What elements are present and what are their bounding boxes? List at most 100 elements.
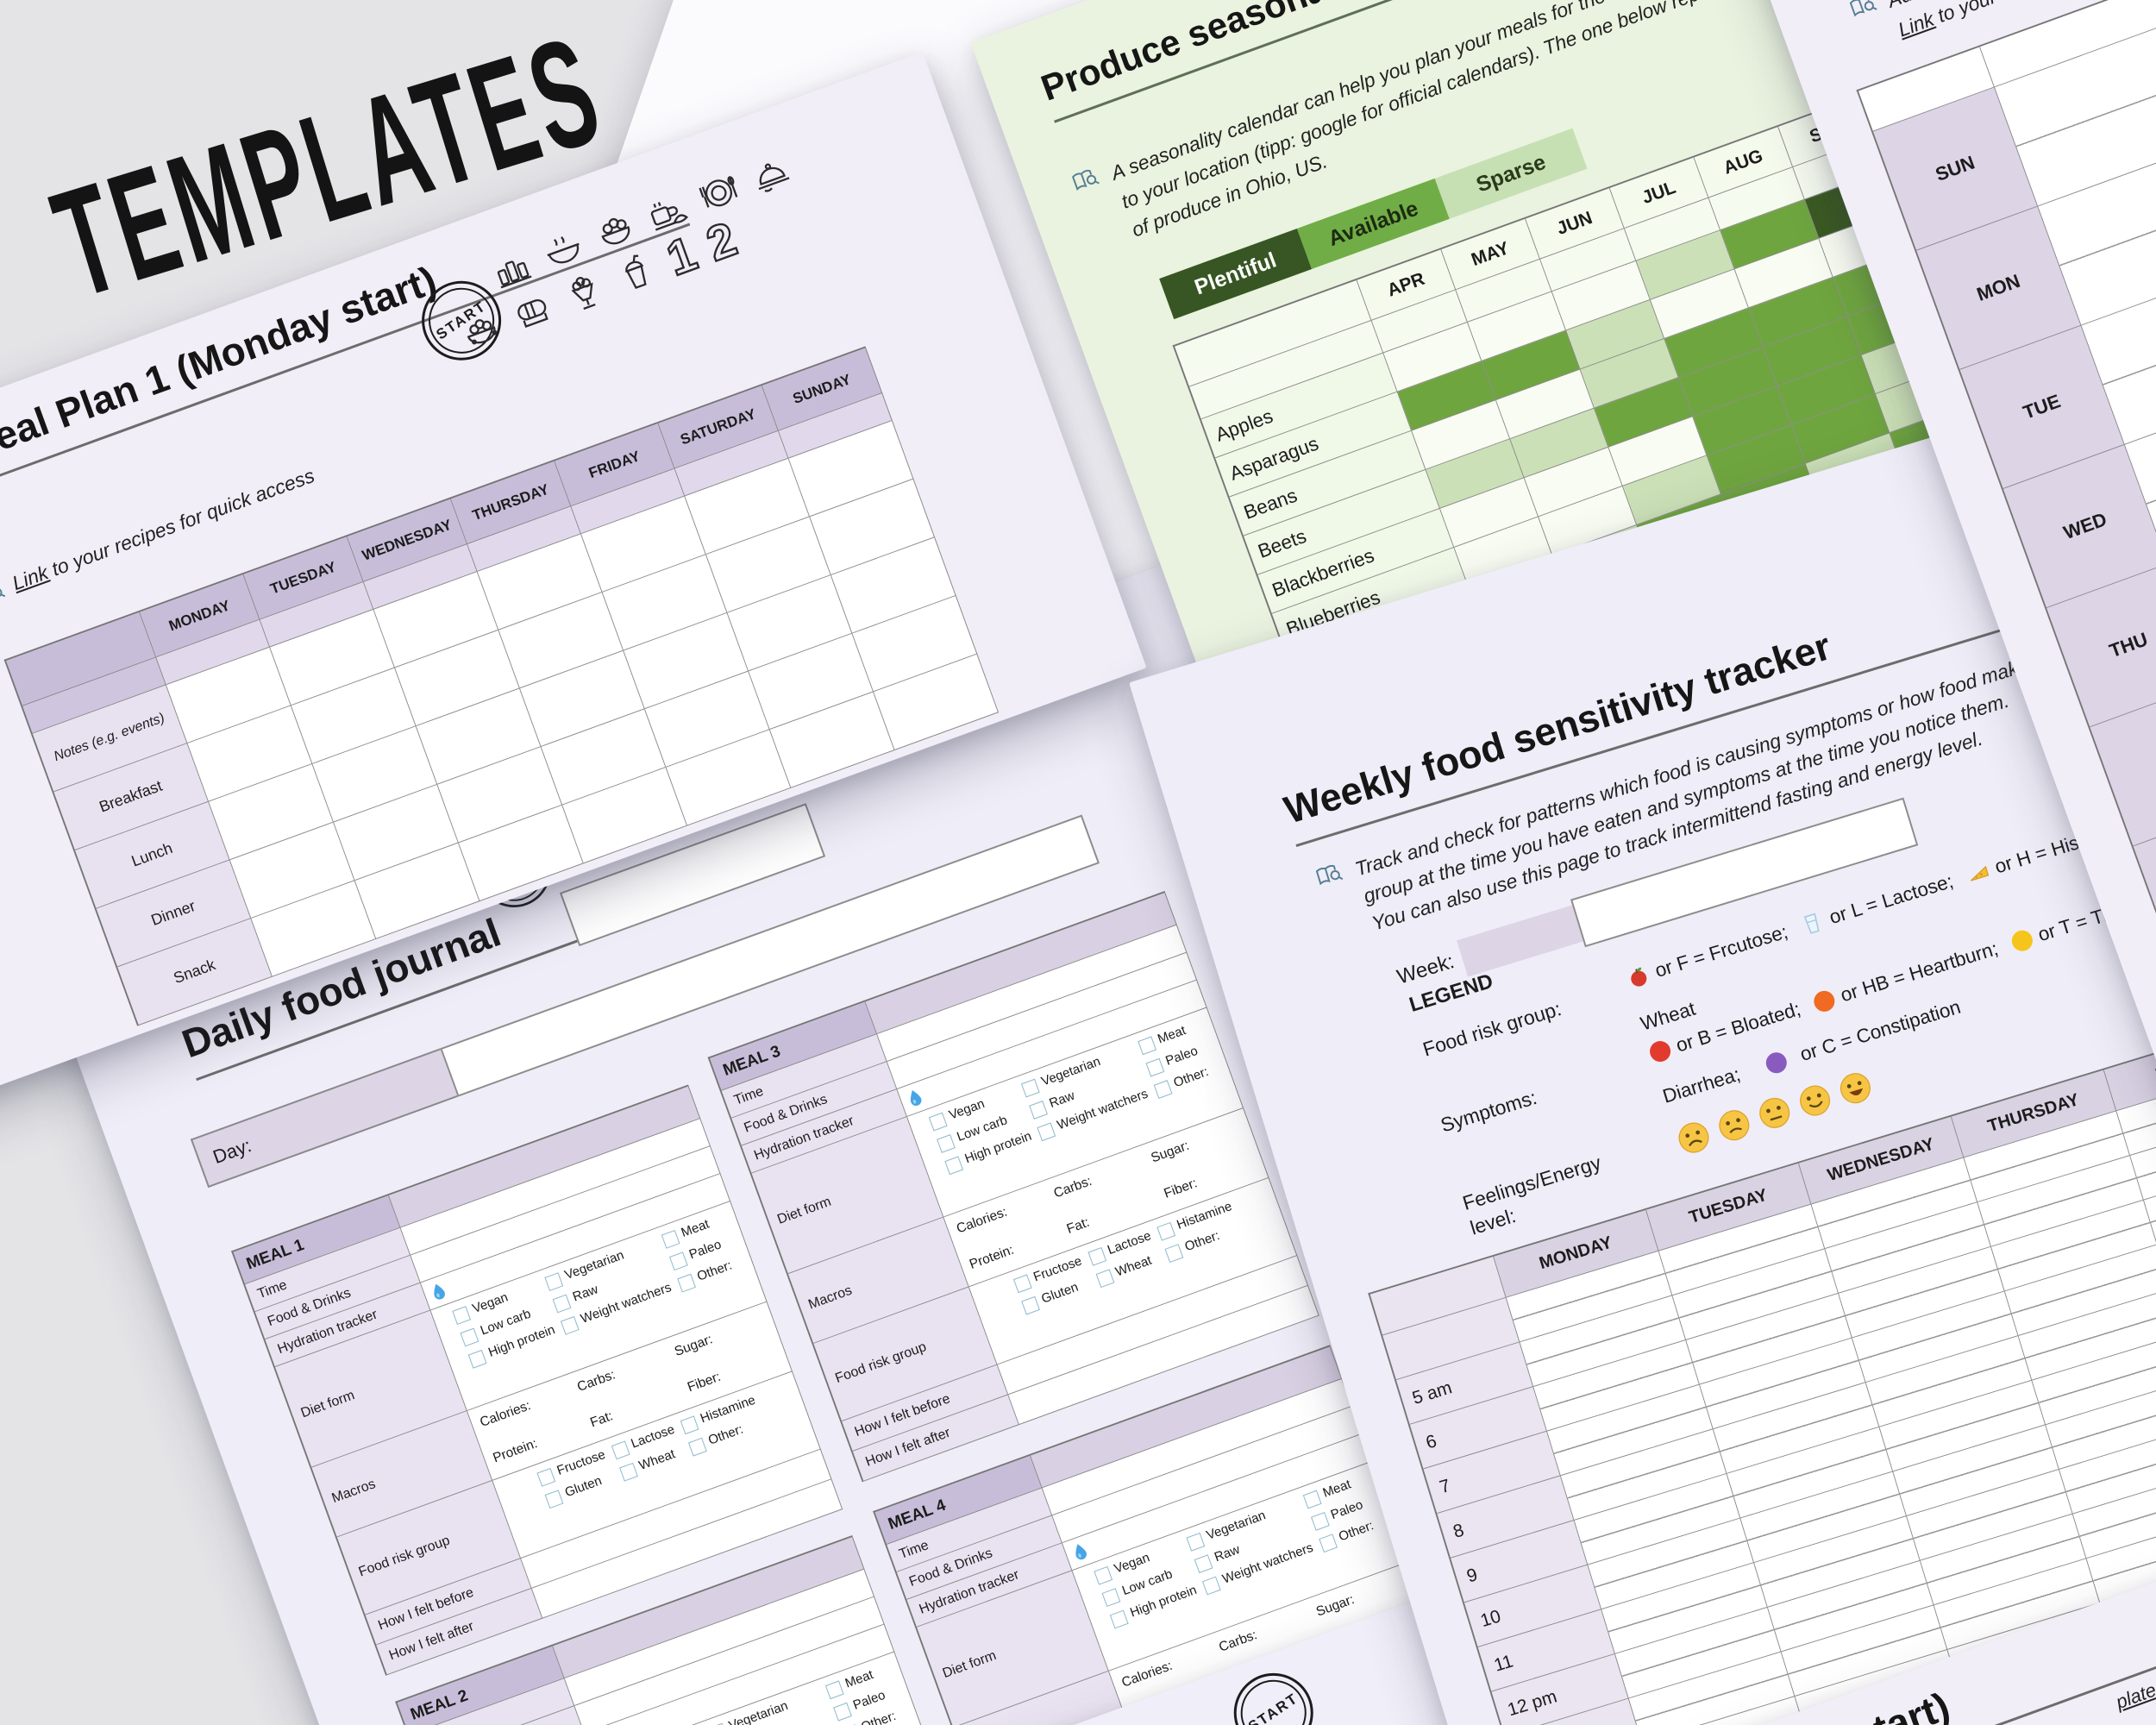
checkbox[interactable] (1013, 1274, 1032, 1294)
symptom-dot (1647, 1038, 1674, 1065)
checkbox[interactable] (536, 1467, 556, 1487)
checkbox[interactable] (1110, 1609, 1129, 1629)
journal-row-cell[interactable] (897, 980, 1207, 1117)
checkbox[interactable] (1094, 1565, 1113, 1585)
checkbox[interactable] (1202, 1576, 1221, 1596)
smoothie-icon (611, 249, 662, 300)
journal-row-cell[interactable] (1062, 1433, 1373, 1571)
apple-icon (1624, 963, 1651, 990)
symptoms-label: Symptoms: (1438, 1085, 1539, 1137)
checkbox[interactable] (460, 1327, 479, 1347)
checkbox[interactable] (1153, 1080, 1173, 1099)
number-icon-2: 2 (699, 210, 744, 272)
sundae-icon (560, 268, 611, 319)
face-smile-icon (1794, 1079, 1837, 1122)
checkbox[interactable] (944, 1156, 964, 1176)
fruit-bowl-icon (455, 306, 506, 357)
checkbox[interactable] (937, 1133, 956, 1153)
checkbox[interactable] (544, 1272, 564, 1291)
face-sad-icon (1672, 1116, 1715, 1159)
feelings-emoji-scale (1672, 1067, 1877, 1159)
book-search-icon (0, 577, 7, 607)
diet-option-label: Raw (1212, 1541, 1242, 1565)
diet-option-label: Other: (695, 1258, 735, 1284)
food-risk-item: or H = Histamine; (1965, 813, 2143, 888)
checkbox[interactable] (1156, 1221, 1176, 1241)
checkbox[interactable] (661, 1229, 680, 1249)
checkbox[interactable] (668, 1251, 688, 1271)
number-icon-1: 1 (659, 224, 705, 286)
checkbox[interactable] (677, 1273, 696, 1293)
risk-option-label: Wheat (1113, 1252, 1154, 1280)
journal-row-cell[interactable] (420, 1173, 731, 1311)
checkbox[interactable] (1138, 1036, 1156, 1056)
checkbox[interactable] (618, 1462, 638, 1482)
checkbox[interactable] (680, 1415, 699, 1435)
book-search-icon (1069, 165, 1125, 259)
daily-food-journal-page: START Daily food journal Day: MEAL 1Time… (45, 558, 1740, 1725)
checkbox[interactable] (1021, 1295, 1041, 1315)
checkbox[interactable] (1302, 1490, 1322, 1509)
checkbox[interactable] (544, 1490, 564, 1509)
recipe-week-page: Adapt the checkboxes to yo Link to your … (1740, 0, 2156, 1135)
water-drop-icon (1069, 1540, 1092, 1565)
cheese-icon (1965, 859, 1992, 887)
face-worried-icon (1713, 1104, 1756, 1147)
checkbox[interactable] (1029, 1100, 1049, 1120)
diet-option-label: Vegan (470, 1289, 511, 1317)
checkbox[interactable] (452, 1306, 472, 1325)
diet-option-label: Other: (1171, 1064, 1211, 1091)
water-drop-icon (427, 1279, 450, 1304)
checkbox[interactable] (688, 1437, 707, 1457)
checkbox[interactable] (1310, 1512, 1330, 1531)
checkbox[interactable] (468, 1349, 487, 1369)
food-risk-legend-items: or F = Frcutose; or L = Lactose; or H = Hi… (1624, 734, 2156, 991)
checkbox[interactable] (833, 1702, 852, 1722)
risk-option-label: Other: (1182, 1228, 1222, 1255)
checkbox[interactable] (1037, 1122, 1056, 1142)
checkbox[interactable] (1194, 1554, 1213, 1573)
checkbox[interactable] (1095, 1269, 1115, 1289)
water-drop-icon (904, 1085, 927, 1110)
risk-option-label: Wheat (636, 1446, 678, 1474)
diet-column: Meat Paleo Other: (824, 1665, 898, 1725)
food-risk-item: or L = Lactose; (1799, 870, 1956, 938)
salad-bowl-icon (590, 205, 641, 256)
diet-option-label: Meat (1320, 1477, 1353, 1501)
checkbox[interactable] (552, 1294, 572, 1314)
checkbox[interactable] (1087, 1247, 1106, 1266)
checkbox[interactable] (1145, 1057, 1165, 1077)
symptom-item: or HB = Heartburn; (1811, 938, 2001, 1015)
cloche-icon (745, 148, 796, 199)
produce-calendar-intro: A seasonality calendar can help you plan… (1069, 0, 1796, 259)
diet-column: Meat Paleo Other: (1138, 1021, 1211, 1099)
diet-option-label: Paleo (850, 1687, 887, 1713)
start-stamp-label: START (1245, 1690, 1301, 1725)
checkbox[interactable] (561, 1315, 580, 1335)
checkbox[interactable] (1319, 1534, 1338, 1553)
checkbox[interactable] (1021, 1078, 1040, 1098)
checkbox[interactable] (1101, 1588, 1121, 1607)
diet-option-label: Meat (1156, 1023, 1188, 1047)
meal-plan-link-note: Link to your recipes for quick access (0, 464, 317, 608)
checkbox[interactable] (824, 1680, 844, 1700)
milk-glass-icon (1799, 910, 1827, 938)
tracker-intro: Track and check for patterns which food … (1313, 575, 2156, 950)
book-search-icon (1313, 860, 1363, 949)
diet-column: Meat Paleo Other: (661, 1215, 734, 1293)
day-label: Day: (190, 1048, 458, 1189)
symptom-text: or HB = Heartburn; (1838, 938, 2001, 1007)
bread-icon (507, 287, 558, 338)
checkbox[interactable] (611, 1440, 630, 1460)
face-neutral-icon (1753, 1091, 1796, 1134)
diet-option-label: Raw (570, 1282, 600, 1305)
week-band (1456, 905, 1583, 977)
checkbox[interactable] (1164, 1244, 1184, 1264)
checkbox[interactable] (1186, 1532, 1206, 1552)
meal-block-3: MEAL 3 Time Food & Drinks Hydration tracker… (707, 891, 1319, 1483)
checkbox[interactable] (929, 1112, 948, 1132)
soup-bowl-icon (538, 224, 589, 275)
book-search-icon (1847, 0, 1893, 58)
condiment-tray-icon (486, 243, 536, 294)
